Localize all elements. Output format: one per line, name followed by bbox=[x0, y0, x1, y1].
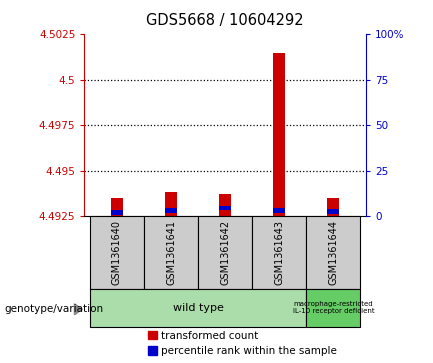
Bar bbox=[144, 216, 198, 289]
Bar bbox=[198, 216, 252, 289]
Text: GSM1361640: GSM1361640 bbox=[112, 220, 122, 285]
Bar bbox=[90, 216, 144, 289]
Text: GSM1361642: GSM1361642 bbox=[220, 220, 230, 285]
Bar bbox=[219, 194, 231, 216]
Bar bbox=[327, 209, 339, 214]
Legend: transformed count, percentile rank within the sample: transformed count, percentile rank withi… bbox=[148, 331, 337, 356]
Text: wild type: wild type bbox=[173, 303, 223, 313]
Polygon shape bbox=[74, 304, 82, 315]
Bar bbox=[111, 198, 123, 216]
Bar bbox=[327, 198, 339, 216]
Bar bbox=[219, 205, 231, 210]
Bar bbox=[307, 289, 360, 327]
Text: GSM1361643: GSM1361643 bbox=[274, 220, 284, 285]
Bar bbox=[273, 53, 285, 216]
Bar bbox=[90, 289, 307, 327]
Bar bbox=[165, 192, 177, 216]
Bar bbox=[111, 210, 123, 215]
Text: GDS5668 / 10604292: GDS5668 / 10604292 bbox=[146, 13, 304, 28]
Bar bbox=[165, 208, 177, 213]
Text: genotype/variation: genotype/variation bbox=[4, 304, 103, 314]
Text: GSM1361644: GSM1361644 bbox=[328, 220, 339, 285]
Text: macrophage-restricted
IL-10 receptor deficient: macrophage-restricted IL-10 receptor def… bbox=[293, 301, 374, 314]
Bar bbox=[252, 216, 307, 289]
Text: GSM1361641: GSM1361641 bbox=[166, 220, 176, 285]
Bar bbox=[273, 208, 285, 213]
Bar bbox=[307, 216, 360, 289]
